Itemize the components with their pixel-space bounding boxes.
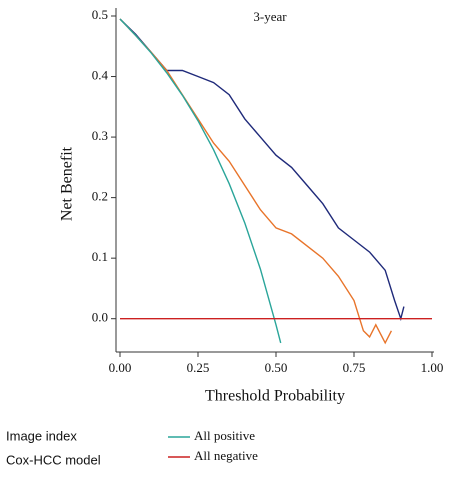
x-tick-label: 0.75 bbox=[343, 360, 366, 375]
y-tick-label: 0.5 bbox=[92, 7, 108, 22]
legend-label: Image index bbox=[6, 428, 77, 443]
series-line bbox=[119, 18, 282, 344]
series-line bbox=[119, 18, 405, 322]
x-tick-label: 0.00 bbox=[109, 360, 132, 375]
legend-label: All positive bbox=[194, 428, 255, 443]
x-tick-label: 0.25 bbox=[187, 360, 210, 375]
y-tick-label: 0.1 bbox=[92, 249, 108, 264]
y-tick-label: 0.4 bbox=[92, 68, 109, 83]
chart-title: 3-year bbox=[253, 9, 287, 24]
y-axis-label: Net Benefit bbox=[59, 146, 76, 221]
series-line bbox=[119, 18, 393, 345]
x-axis-label: Threshold Probability bbox=[205, 388, 345, 405]
legend-label: Cox-HCC model bbox=[6, 452, 101, 467]
y-tick-label: 0.0 bbox=[92, 310, 108, 325]
x-tick-label: 1.00 bbox=[421, 360, 444, 375]
legend-label: All negative bbox=[194, 448, 258, 463]
x-tick-label: 0.50 bbox=[265, 360, 288, 375]
y-tick-label: 0.2 bbox=[92, 189, 108, 204]
y-tick-label: 0.3 bbox=[92, 128, 108, 143]
